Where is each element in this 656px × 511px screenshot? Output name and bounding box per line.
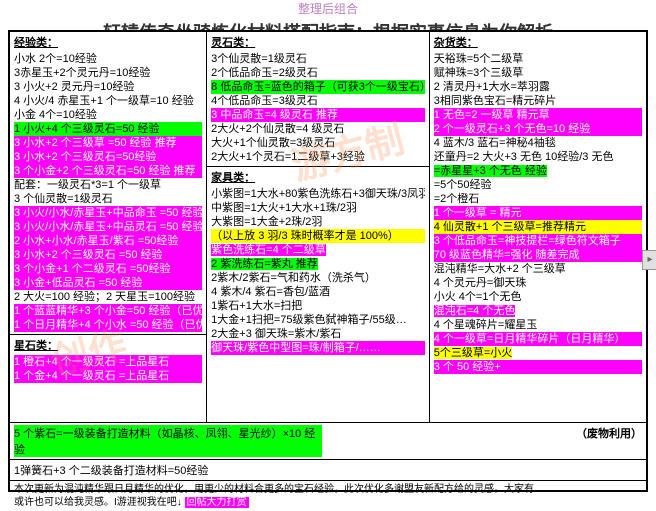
- recipe-row: 3个仙灵散=1级灵石: [211, 52, 425, 66]
- recipe-row: 3相同紫色宝石=精元碎片: [434, 94, 642, 108]
- col-title: 杂货类：: [434, 34, 642, 50]
- recipe-row-highlight: 3 小火/小水/赤星玉+中品命玉 =50 经验: [14, 206, 202, 220]
- recipe-row: 4个低品命玉=3级灵石: [211, 94, 425, 108]
- recipe-row: 2个低品命玉=2级灵石: [211, 66, 425, 80]
- recipe-row-highlight: 3 个低品命玉=神技提栏=绿色符文箱子: [434, 234, 642, 248]
- recipe-row: 配套：一级灵石*3=1 个一级草: [14, 178, 202, 192]
- recipe-row-highlight: 2 个一级灵石+3 个无色=10 经验: [434, 122, 642, 136]
- col-title: 经验类：: [14, 34, 202, 50]
- recipe-row: 4 蓝木/3 蓝石=神秘4袖毯: [434, 136, 642, 150]
- recipe-row-highlight: 3 个 50 经验+: [434, 360, 642, 374]
- recipe-row-highlight: =赤星星+3 个无色 经验: [434, 165, 547, 177]
- recipe-row-highlight: 1 个蓝蓝精华+3 个小金=50 经验（已优化）: [14, 304, 202, 318]
- recipe-row-highlight: 70 级蓝色精华=强化 随差完成: [434, 248, 642, 262]
- recipe-row: 4 个灵元丹=御天珠: [434, 276, 642, 290]
- footer-text: 或许也可以给我灵感。I游涯视我在吧↓: [14, 497, 182, 508]
- col-title: 家具类：: [211, 169, 425, 185]
- recipe-row-highlight: 紫色洗练石=4 个二级草: [211, 244, 326, 256]
- footer: 本次更新为混沌精华跟日月精华的优化，用更少的材料合更多的宝石经验，此次优化多谢盟…: [10, 480, 646, 511]
- recipe-row: 小紫图=1大水+80紫色洗练石+3御天珠/3凤羽: [211, 187, 425, 201]
- footer-line2: 或许也可以给我灵感。I游涯视我在吧↓ 回帖大力打赏: [14, 496, 642, 509]
- recipe-row: =5个50经验: [434, 178, 642, 192]
- recipe-row: 大紫图=1大金+2珠/2羽: [211, 215, 425, 229]
- main-panel: 游方制 创作 经验类： 小水 2个=10经验 3赤星玉+2个灵元丹=10经验 3…: [8, 30, 648, 492]
- recipe-row: 4 个星魂碎片=耀星玉: [434, 318, 642, 332]
- waste-row: 1弹簧石+3 个二级装备打造材料=50经验: [10, 459, 646, 480]
- recipe-row-note: 4 仙灵散+1 个三级草=推荐精元: [434, 220, 642, 234]
- waste-section: 5 个紫石=一级装备打造材料（如晶核、凤翎、星光纱）×10 经验 （废物利用）: [10, 422, 646, 459]
- recipe-row: 小火 4个=1个无色: [434, 290, 642, 304]
- recipe-row: 混沌精华=大水+2 个三级草: [434, 262, 642, 276]
- recipe-row: 2大火+1个灵石=1二级草+3经验: [211, 150, 425, 164]
- recipe-row-highlight: 1 橙石+4 个一级灵石 =上品星石: [14, 355, 202, 369]
- recipe-row-highlight: 2 紫洗练石=紫丸 推荐: [211, 258, 318, 270]
- recipe-row: 小水 2个=10经验: [14, 52, 202, 66]
- col-title: 灵石类：: [211, 34, 425, 50]
- recipe-row-highlight: 御天珠/紫色中型图=珠/制箱子/……: [211, 341, 425, 355]
- recipe-row: 3 个仙灵散=1级灵石: [14, 192, 202, 206]
- recipe-row: 2 大火=100 经验；2 天星玉=100经验: [14, 290, 202, 304]
- recipe-row-highlight: 1 个金+4 个一级灵石 =上品星石: [14, 369, 202, 383]
- recipe-row-highlight: 8 低品命玉=蓝色的箱子（可获3个一级宝石）: [211, 80, 425, 94]
- recipe-row-highlight: 2 小水+小水/赤星玉/紫石 =50经验: [14, 234, 202, 248]
- recipe-row-highlight: 3 个小金+2 个三级灵石=50 经验 推荐: [14, 164, 202, 178]
- recipe-row: 1紫石+1大水=扫把: [211, 299, 425, 313]
- col-title: 星石类：: [14, 337, 202, 353]
- recipe-row: 还童丹=2 大火+3 无色 10经验/3 无色: [434, 150, 642, 164]
- recipe-row-highlight: 4 个一级草=日月精华碎片（日月精华）: [434, 332, 642, 346]
- recipe-row-highlight: 3 小水+2 个三级灵石=50经验: [14, 150, 202, 164]
- recipe-row: 3 小火+2 灵元丹=10经验: [14, 80, 202, 94]
- column-experience: 经验类： 小水 2个=10经验 3赤星玉+2个灵元丹=10经验 3 小火+2 灵…: [10, 32, 207, 422]
- recipe-row-highlight: 1 个日月精华+4 个小水 =50 经验（已优化）: [14, 318, 202, 332]
- column-spiritstone: 灵石类： 3个仙灵散=1级灵石 2个低品命玉=2级灵石 8 低品命玉=蓝色的箱子…: [207, 32, 430, 422]
- scroll-right-icon[interactable]: ▸: [642, 250, 656, 270]
- recipe-row: 1弹簧石+3 个二级装备打造材料=50经验: [14, 462, 208, 478]
- recipe-row: 大火+1个仙灵散=3级灵石: [211, 136, 425, 150]
- recipe-row: 2紫木/2紫石=气和药水（洗杀气）: [211, 271, 425, 285]
- recipe-row: 2 清灵丹+1大水=萃羽露: [434, 80, 642, 94]
- recipe-row: 1大金+1扫把=75级紫色弑神箱子/55级…: [211, 313, 425, 327]
- columns-container: 经验类： 小水 2个=10经验 3赤星玉+2个灵元丹=10经验 3 小火+2 灵…: [10, 32, 646, 422]
- recipe-row-highlight: 3 小火/小水/赤星玉+中品灵石 =50 经验: [14, 220, 202, 234]
- recipe-row-highlight: 5 个紫石=一级装备打造材料（如晶核、凤翎、星光纱）×10 经验: [14, 425, 322, 457]
- reward-button[interactable]: 回帖大力打赏: [185, 497, 249, 508]
- recipe-row: 2大金+3 御天珠=紫木/紫石: [211, 327, 425, 341]
- section-divider: [10, 334, 206, 335]
- recipe-row-highlight: 3 中品命玉=4 级灵石 推荐: [211, 108, 425, 122]
- waste-label: （废物利用）: [322, 425, 642, 457]
- recipe-row-highlight: 1 无色=2 一级草 精元草: [434, 108, 642, 122]
- recipe-row-highlight: 1 个一级草 = 精元: [434, 206, 642, 220]
- recipe-row: 3赤星玉+2个灵元丹=10经验: [14, 66, 202, 80]
- recipe-row-highlight: 3 小金+低品灵石 =50 经验: [14, 276, 202, 290]
- recipe-row: 赋神珠=3个三级草: [434, 66, 642, 80]
- recipe-row: 小金 4个=10经验: [14, 108, 202, 122]
- column-misc: 杂货类： 天裕珠=5个二级草 赋神珠=3个三级草 2 清灵丹+1大水=萃羽露 3…: [430, 32, 646, 422]
- recipe-row-highlight: 3 个小金+1 个二级灵石 =50经验: [14, 262, 202, 276]
- recipe-row: 中紫图=1大火+1大水+1珠/2羽: [211, 201, 425, 215]
- recipe-row-note: 5个三级草=小火: [434, 347, 513, 359]
- header-subtitle: 整理后组合: [0, 0, 656, 17]
- recipe-row: 2大火+2个仙灵散=4 级灵石: [211, 122, 425, 136]
- recipe-row-note: （以上放 3 羽/3 珠时概率才是 100%）: [211, 229, 425, 243]
- recipe-row-highlight: 混沌石=4 个无色: [434, 305, 516, 317]
- section-divider: [207, 166, 429, 167]
- recipe-row-highlight: 1 小火+4 个三级灵石=50 经验: [14, 122, 202, 136]
- recipe-row-highlight: 3 小水+2 个三级灵石 =50 经验: [14, 248, 202, 262]
- footer-line: 本次更新为混沌精华跟日月精华的优化，用更少的材料合更多的宝石经验，此次优化多谢盟…: [14, 483, 642, 496]
- recipe-row-highlight: 3 小水+2 个三级草 =50 经验 推荐: [14, 136, 202, 150]
- recipe-row: 天裕珠=5个二级草: [434, 52, 642, 66]
- recipe-row: =2个橙石: [434, 192, 642, 206]
- recipe-row: 4 紫木/4 紫石=香包/蓝酒: [211, 285, 425, 299]
- recipe-row: 4 小火/4 赤星玉+1 个一级草=10 经验: [14, 94, 202, 108]
